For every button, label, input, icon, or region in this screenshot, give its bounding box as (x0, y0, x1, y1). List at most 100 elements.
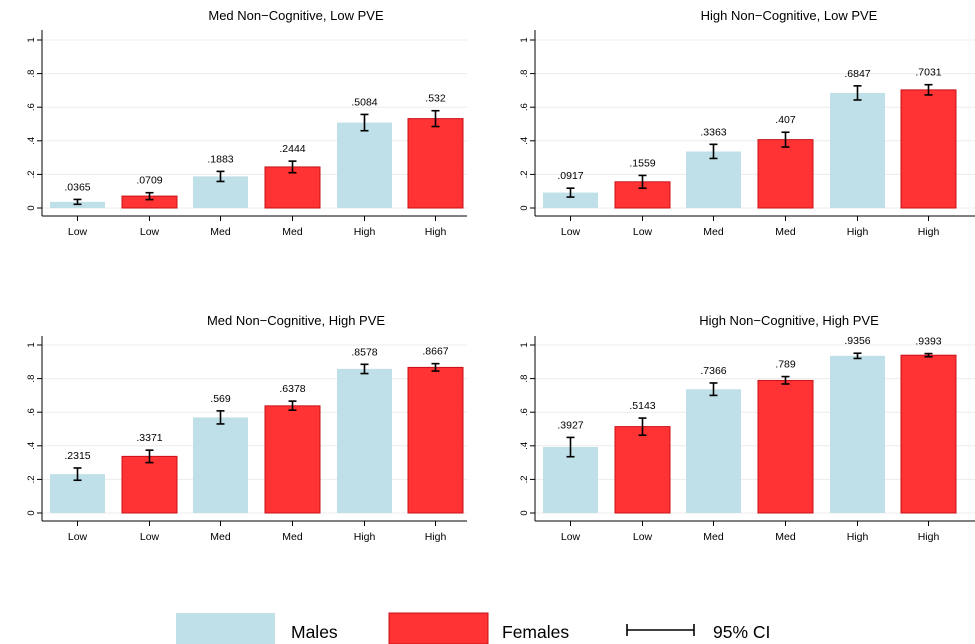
bar-females (264, 166, 321, 209)
x-tick-label: Low (561, 531, 581, 543)
ci-error-bar (566, 436, 575, 458)
data-label: .5143 (629, 400, 655, 412)
y-tick-label: .2 (519, 475, 530, 483)
bar-females (900, 89, 957, 209)
data-label: .0917 (557, 170, 583, 182)
data-label: .2444 (279, 143, 305, 155)
x-tick-label: High (354, 531, 376, 543)
ci-error-bar (216, 410, 225, 425)
ci-error-bar (924, 83, 933, 96)
y-tick-label: .6 (26, 408, 37, 416)
x-tick-label: Med (775, 531, 796, 543)
data-label: .1883 (207, 153, 233, 165)
y-tick-label: .4 (519, 442, 530, 450)
y-tick-label: .6 (519, 408, 530, 416)
x-tick-label: Low (68, 226, 88, 238)
y-tick-label: .8 (519, 70, 530, 78)
ci-error-bar (638, 417, 647, 437)
bar-females (757, 379, 814, 514)
x-tick-label: High (425, 531, 447, 543)
y-tick-label: .2 (26, 170, 37, 178)
chart-panel: High Non−Cognitive, High PVE 0 .2 .4 .6 .8 1 .3… (519, 313, 975, 543)
bar-males (686, 389, 741, 513)
legend-swatch-males (176, 613, 275, 644)
y-tick-label: .6 (26, 103, 37, 111)
y-tick-label: 1 (519, 342, 530, 347)
bar-males (830, 92, 885, 208)
ci-error-bar (145, 449, 154, 464)
y-tick-label: .8 (26, 375, 37, 383)
legend-label-females: Females (502, 622, 569, 642)
x-tick-label: High (918, 531, 940, 543)
legend-swatch-females (388, 612, 489, 644)
legend-label-males: Males (291, 622, 338, 642)
x-tick-label: High (918, 226, 940, 238)
bar-females (757, 139, 814, 209)
ci-error-bar (431, 362, 440, 372)
data-label: .9393 (915, 336, 941, 348)
bar-females (407, 366, 464, 514)
bar-males (337, 368, 392, 513)
x-tick-label: Med (703, 531, 724, 543)
data-label: .0365 (64, 181, 90, 193)
y-tick-label: 1 (26, 37, 37, 42)
data-label: .7366 (700, 365, 726, 377)
x-tick-label: Med (210, 226, 231, 238)
bar-males (686, 151, 741, 208)
y-tick-label: .4 (26, 137, 37, 145)
y-tick-label: .2 (26, 475, 37, 483)
bar-males (543, 447, 598, 513)
ci-error-bar (853, 85, 862, 101)
x-tick-label: High (847, 531, 869, 543)
panel-title: Med Non−Cognitive, High PVE (207, 313, 385, 328)
y-tick-label: .2 (519, 170, 530, 178)
x-tick-label: Med (282, 531, 303, 543)
bar-females (264, 405, 321, 514)
x-tick-label: Med (282, 226, 303, 238)
y-tick-label: 0 (519, 510, 530, 515)
x-tick-label: Med (775, 226, 796, 238)
ci-error-bar (709, 143, 718, 160)
data-label: .3927 (557, 419, 583, 431)
ci-error-bar (924, 352, 933, 358)
data-label: .5084 (351, 96, 377, 108)
x-tick-label: Low (633, 226, 653, 238)
panel-title: High Non−Cognitive, High PVE (699, 313, 879, 328)
bar-males (543, 192, 598, 208)
y-tick-label: .6 (519, 103, 530, 111)
y-tick-label: .8 (519, 375, 530, 383)
bar-males (193, 417, 248, 513)
y-tick-label: 0 (26, 510, 37, 515)
x-tick-label: Low (68, 531, 88, 543)
data-label: .6378 (279, 383, 305, 395)
ci-error-bar (216, 170, 225, 183)
x-tick-label: High (847, 226, 869, 238)
data-label: .0709 (136, 175, 162, 187)
ci-error-bar (853, 352, 862, 360)
legend: Males Females 95% CI (176, 612, 770, 644)
data-label: .407 (775, 114, 796, 126)
data-label: .789 (775, 359, 796, 371)
y-tick-label: .4 (519, 137, 530, 145)
x-tick-label: High (425, 226, 447, 238)
ci-error-bar (781, 375, 790, 385)
data-label: .8667 (422, 346, 448, 358)
ci-error-bar (709, 382, 718, 397)
chart-panels: Med Non−Cognitive, Low PVE 0 .2 .4 .6 .8 1 .036… (26, 8, 975, 543)
y-tick-label: 0 (519, 205, 530, 210)
data-label: .7031 (915, 67, 941, 79)
x-tick-label: Med (210, 531, 231, 543)
data-label: .3363 (700, 126, 726, 138)
y-tick-label: 1 (519, 37, 530, 42)
ci-error-bar (781, 131, 790, 148)
legend-ci-symbol (626, 624, 695, 636)
bar-females (614, 426, 671, 514)
data-label: .1559 (629, 157, 655, 169)
data-label: .3371 (136, 432, 162, 444)
ci-error-bar (73, 198, 82, 206)
data-label: .569 (210, 393, 231, 405)
chart-panel: High Non−Cognitive, Low PVE 0 .2 .4 .6 .8 1 .09… (519, 8, 975, 238)
chart-panel: Med Non−Cognitive, High PVE 0 .2 .4 .6 .8 1 .23… (26, 313, 467, 543)
legend-label-ci: 95% CI (713, 622, 770, 642)
